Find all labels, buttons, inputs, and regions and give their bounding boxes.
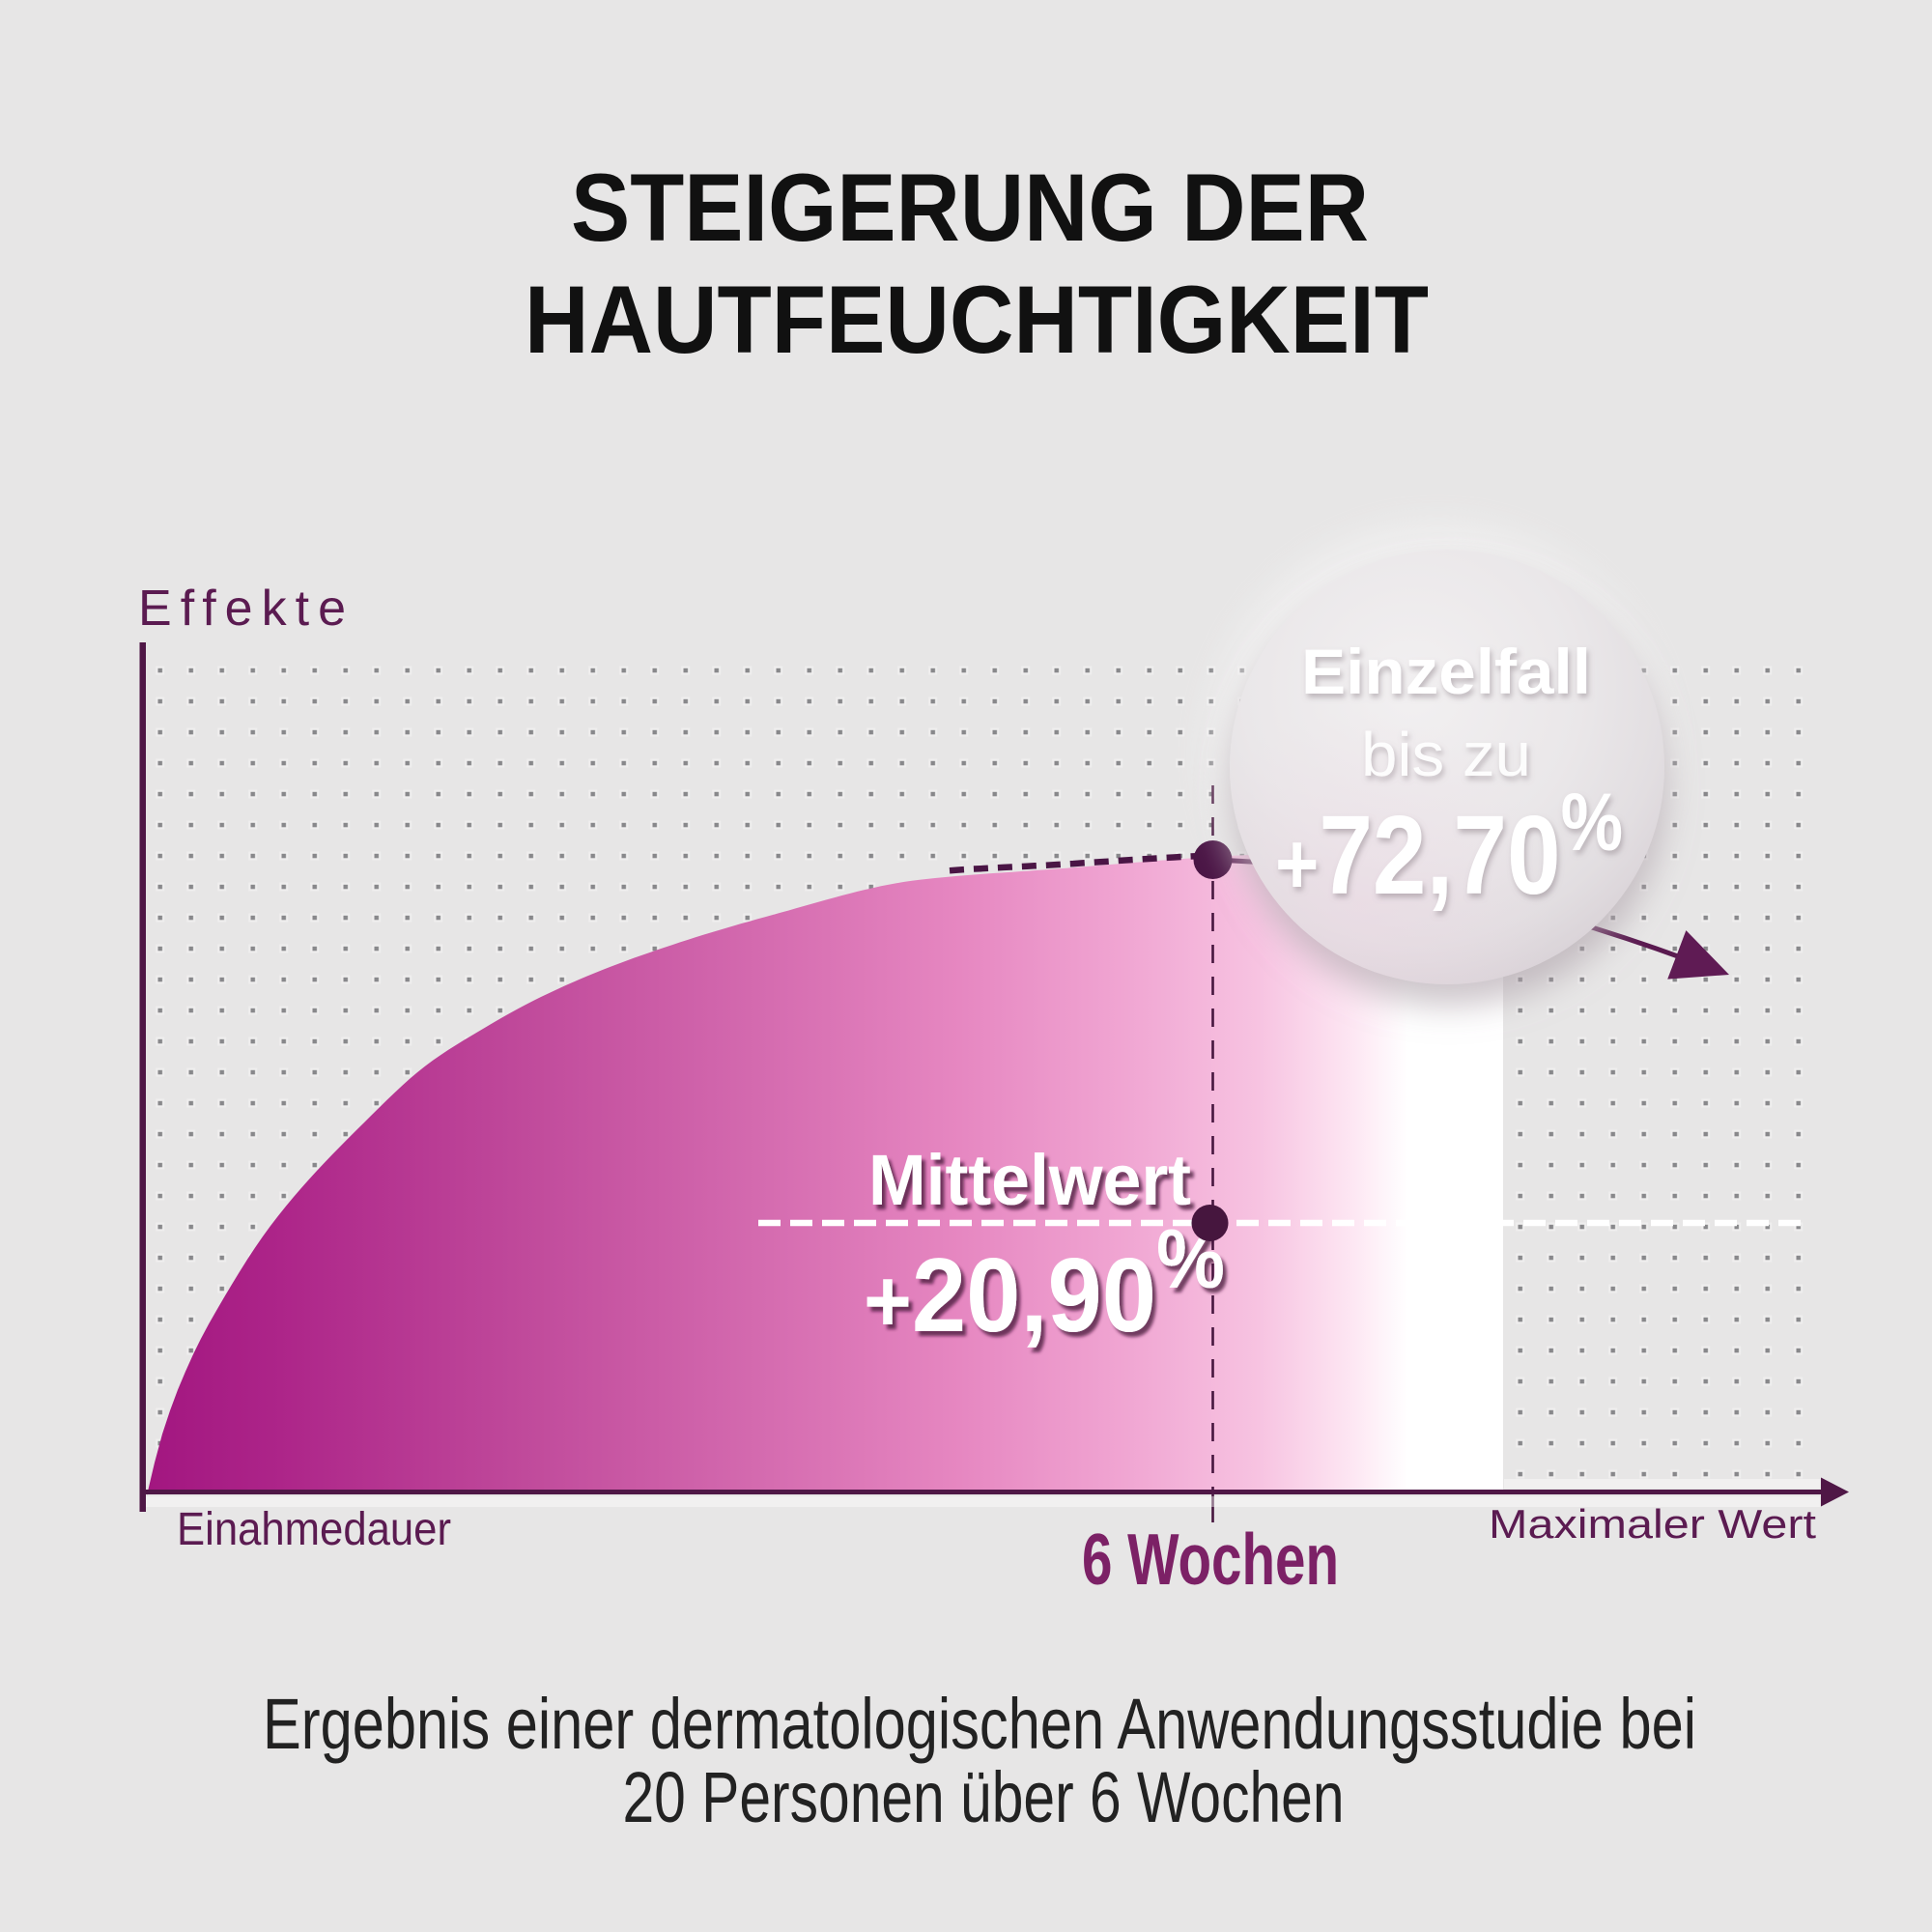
svg-text:+72,70%: +72,70% bbox=[1275, 777, 1623, 918]
svg-text:Einahmedauer: Einahmedauer bbox=[177, 1504, 451, 1555]
svg-text:HAUTFEUCHTIGKEIT: HAUTFEUCHTIGKEIT bbox=[525, 266, 1429, 373]
svg-text:+20,90%: +20,90% bbox=[864, 1213, 1225, 1354]
svg-text:Ergebnis einer dermatologische: Ergebnis einer dermatologischen Anwendun… bbox=[263, 1684, 1696, 1764]
svg-text:Maximaler Wert: Maximaler Wert bbox=[1489, 1501, 1816, 1547]
svg-text:Einzelfall: Einzelfall bbox=[1301, 636, 1591, 707]
svg-text:Mittelwert: Mittelwert bbox=[868, 1140, 1191, 1220]
svg-text:6 Wochen: 6 Wochen bbox=[1082, 1519, 1339, 1600]
svg-text:bis zu: bis zu bbox=[1361, 720, 1531, 789]
svg-text:20 Personen über 6 Wochen: 20 Personen über 6 Wochen bbox=[623, 1757, 1345, 1837]
svg-text:STEIGERUNG DER: STEIGERUNG DER bbox=[571, 154, 1369, 261]
